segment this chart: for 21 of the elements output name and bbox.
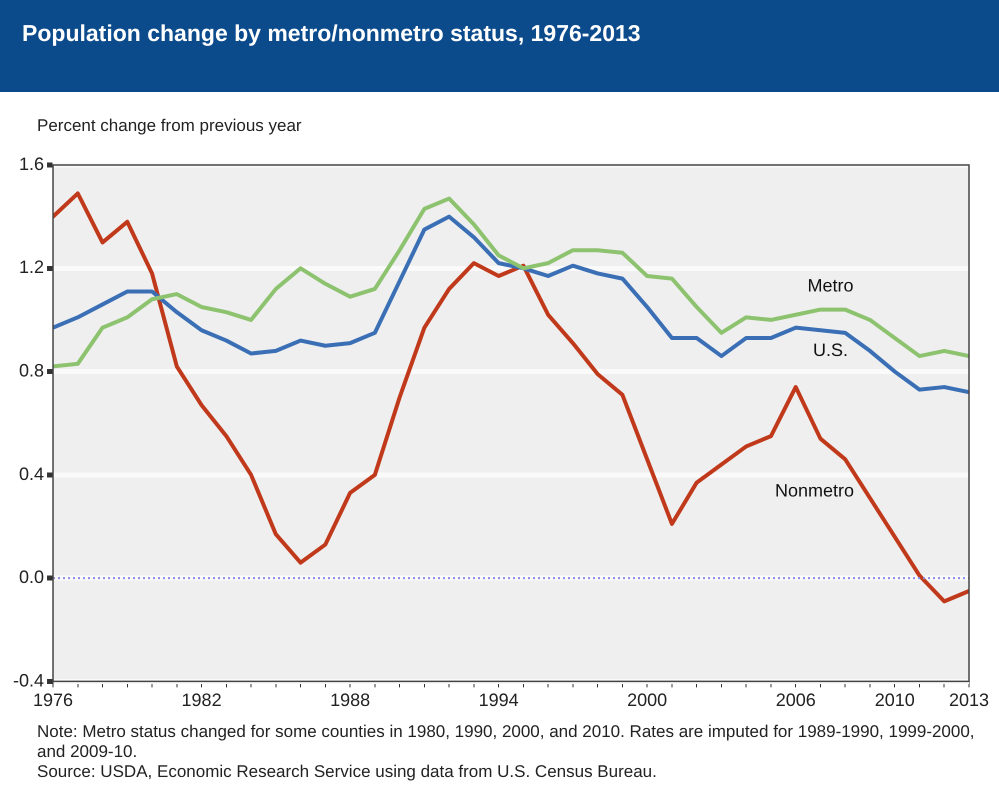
series-label: U.S. — [812, 340, 848, 360]
y-tick-label: 1.6 — [18, 154, 44, 174]
y-tick-label: 0.8 — [18, 360, 44, 381]
y-axis-title: Percent change from previous year — [37, 116, 302, 136]
x-tick-label: 2013 — [948, 690, 990, 710]
text: Note: Metro status changed for some counties in 1980, 1990, 2000, and 2010. Rates are imputed for 1989-1990, 1999-2000, and 2009-10. — [37, 722, 976, 762]
y-tick-label: -0.4 — [12, 670, 44, 690]
x-tick-label: 1994 — [478, 690, 519, 710]
chart-title: Population change by metro/nonmetro status, 1976-2013 — [0, 0, 999, 92]
series-label: Metro — [807, 276, 854, 296]
x-tick-label: 2006 — [776, 690, 816, 710]
x-tick-label: 1988 — [330, 690, 370, 710]
source-note: Source: USDA, Economic Research Service using data from U.S. Census Bureau. — [37, 762, 658, 782]
x-tick-label: 1976 — [32, 690, 74, 710]
x-tick-label: 1982 — [182, 690, 222, 710]
x-tick-label: 2010 — [874, 690, 915, 710]
series-label: Nonmetro — [774, 480, 854, 501]
y-tick-label: 1.2 — [18, 257, 44, 278]
y-tick-label: 0.0 — [18, 567, 44, 588]
x-tick-label: 2000 — [627, 690, 668, 710]
y-tick-label: 0.4 — [18, 464, 44, 484]
